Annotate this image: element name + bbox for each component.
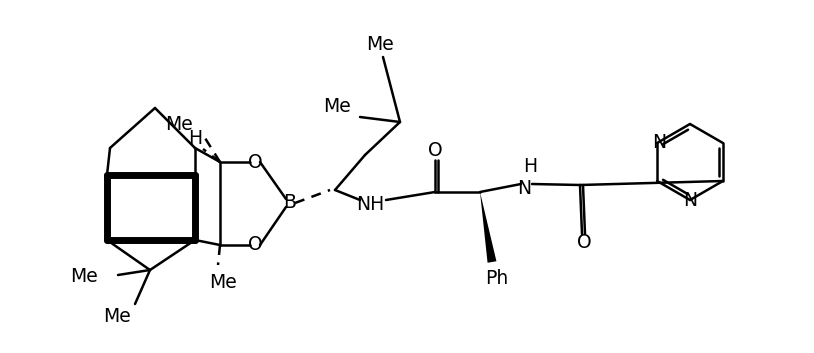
Text: Ph: Ph: [485, 269, 509, 288]
Text: Me: Me: [209, 274, 237, 293]
Text: H: H: [523, 157, 537, 176]
Text: O: O: [427, 140, 442, 160]
Text: O: O: [576, 233, 591, 251]
Text: N: N: [517, 179, 531, 198]
Text: Me: Me: [165, 114, 193, 133]
Text: Me: Me: [103, 306, 131, 325]
Text: O: O: [247, 235, 262, 255]
Text: NH: NH: [356, 195, 384, 214]
Text: Me: Me: [366, 36, 394, 54]
Text: N: N: [683, 191, 697, 209]
Text: O: O: [247, 152, 262, 172]
Text: H: H: [188, 128, 202, 148]
Text: N: N: [652, 133, 666, 152]
Polygon shape: [480, 192, 497, 263]
Text: B: B: [283, 193, 296, 213]
Text: Me: Me: [70, 268, 98, 287]
Text: Me: Me: [323, 97, 351, 116]
